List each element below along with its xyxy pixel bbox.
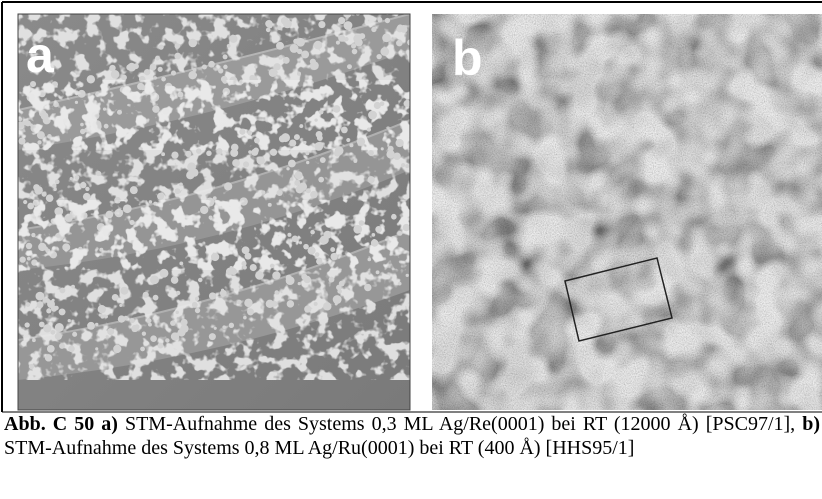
panel-label: b (452, 30, 483, 86)
panel-label: a (26, 27, 55, 83)
page: a b Abb. C 50 a) STM-Aufnahme des System… (0, 0, 822, 499)
panel-ref: a) (101, 413, 118, 435)
stm-image-a (6, 0, 423, 410)
caption: Abb. C 50 a) STM-Aufnahme des Systems 0,… (4, 413, 820, 460)
figure-label: Abb. C 50 (4, 413, 94, 435)
figure: a b (0, 0, 822, 414)
panel-ref: b) (802, 413, 820, 435)
caption-text: STM-Aufnahme des Systems 0,3 ML Ag/Re(00… (125, 413, 795, 435)
stm-image-b (432, 14, 822, 410)
caption-text: STM-Aufnahme des Systems 0,8 ML Ag/Ru(00… (4, 437, 634, 459)
